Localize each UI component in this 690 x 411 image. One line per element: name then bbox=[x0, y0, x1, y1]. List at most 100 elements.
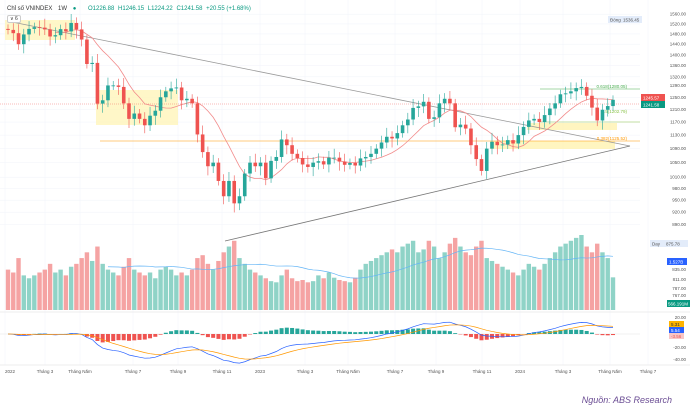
candle-body bbox=[374, 148, 379, 154]
volume-bar bbox=[16, 258, 21, 310]
volume-bar bbox=[321, 278, 326, 310]
symbol-name[interactable]: Chỉ số VNINDEX bbox=[7, 6, 53, 12]
volume-bar bbox=[200, 255, 205, 310]
volume-bar bbox=[489, 260, 495, 310]
candle-body bbox=[427, 101, 431, 119]
time-axis: 2022 Tháng 3 Tháng Năm Tháng 7 Tháng 9 Tháng … bbox=[5, 369, 657, 374]
macd-histogram-bar bbox=[358, 332, 363, 334]
time-tick-label: Tháng Năm bbox=[336, 369, 360, 374]
macd-pane bbox=[0, 321, 640, 364]
macd-histogram-bar bbox=[226, 334, 231, 340]
candle-body bbox=[316, 161, 321, 163]
indicators-toggle[interactable]: ∨ 6 bbox=[7, 15, 21, 23]
candle-body bbox=[511, 140, 515, 144]
volume-bar bbox=[384, 252, 389, 310]
volume-bar bbox=[516, 275, 521, 310]
candle-body bbox=[79, 29, 84, 40]
macd-histogram-bar bbox=[568, 329, 573, 334]
time-tick-label: 2023 bbox=[255, 369, 266, 374]
volume-bar bbox=[442, 252, 447, 310]
candle-body bbox=[16, 33, 21, 45]
macd-histogram-bar bbox=[205, 334, 210, 338]
candle-body bbox=[532, 118, 536, 121]
price-tick-label: 950.00 bbox=[672, 198, 686, 203]
price-tick-label: 1560.00 bbox=[670, 12, 687, 17]
time-tick-label: 2024 bbox=[515, 369, 526, 374]
macd-histogram-bar bbox=[121, 334, 126, 341]
candle-body bbox=[285, 139, 289, 146]
macd-histogram-bar bbox=[500, 334, 505, 338]
macd-histogram-bar bbox=[232, 334, 237, 340]
macd-histogram-bar bbox=[347, 331, 352, 334]
ohlc-open: O1226.88 bbox=[88, 6, 115, 12]
price-tick-label: 1050.00 bbox=[670, 160, 687, 165]
candle-body bbox=[200, 134, 205, 153]
macd-histogram-bar bbox=[321, 331, 326, 334]
macd-histogram-bar bbox=[190, 330, 195, 334]
volume-bar bbox=[195, 258, 200, 310]
volume-bar bbox=[5, 269, 11, 310]
candle-body bbox=[542, 115, 547, 123]
candle-body bbox=[121, 86, 126, 104]
volume-bar bbox=[331, 277, 337, 310]
volume-ma-line bbox=[107, 247, 614, 279]
vol-tag-value: 875.78 bbox=[666, 242, 680, 247]
macd-histogram-bar bbox=[600, 334, 605, 336]
volume-bar bbox=[595, 243, 600, 310]
volume-bar bbox=[111, 272, 116, 310]
candle-body bbox=[332, 157, 336, 159]
candle-body bbox=[142, 118, 147, 126]
price-chart[interactable]: 0.618(1280.05) 0.5(1202.79) 0.382(1125.5… bbox=[0, 0, 690, 390]
volume-bar bbox=[305, 282, 311, 310]
candle-body bbox=[558, 94, 563, 104]
volume-bar bbox=[431, 246, 437, 310]
close-price-tag: 1241.58 bbox=[643, 103, 660, 108]
high-tag-label: Đóng bbox=[610, 18, 621, 23]
volume-bar bbox=[584, 246, 589, 310]
macd-histogram-bar bbox=[416, 328, 421, 334]
volume-bar bbox=[395, 252, 400, 310]
candle-body bbox=[579, 86, 584, 89]
candle-body bbox=[263, 162, 268, 179]
ohlc-close: C1241.58 bbox=[176, 6, 203, 12]
volume-bar bbox=[247, 269, 253, 310]
candle-body bbox=[153, 110, 158, 116]
volume-bar bbox=[463, 252, 468, 310]
volume-bar bbox=[342, 281, 347, 310]
volume-bar bbox=[552, 252, 558, 310]
volume-bar bbox=[389, 249, 395, 310]
macd-histogram-bar bbox=[437, 330, 442, 334]
macd-histogram-bar bbox=[326, 330, 331, 334]
macd-histogram-bar bbox=[221, 334, 226, 340]
macd-histogram-bar bbox=[468, 334, 473, 338]
macd-histogram-bar bbox=[274, 329, 279, 334]
volume-bar bbox=[405, 243, 411, 310]
candle-body bbox=[348, 163, 352, 165]
volume-bar bbox=[337, 280, 342, 310]
candle-body bbox=[148, 115, 152, 126]
candle-body bbox=[232, 180, 237, 204]
volume-bar bbox=[63, 275, 69, 310]
volume-bar bbox=[500, 266, 505, 310]
volume-bar bbox=[274, 282, 279, 310]
volume-bar bbox=[42, 269, 48, 310]
candles bbox=[6, 14, 615, 213]
trendline-upper[interactable] bbox=[11, 21, 631, 147]
macd-hist-tag: -3.56 bbox=[671, 334, 682, 339]
interval[interactable]: 1W bbox=[58, 6, 68, 12]
volume-bar bbox=[210, 269, 216, 310]
candle-body bbox=[90, 62, 94, 64]
volume-bar bbox=[116, 275, 121, 310]
candle-body bbox=[32, 27, 37, 29]
macd-histogram-bar bbox=[179, 330, 184, 334]
candle-body bbox=[437, 103, 442, 118]
volume-tick-label: 835.00 bbox=[672, 267, 686, 272]
trendline-lower[interactable] bbox=[224, 145, 631, 242]
volume-bar bbox=[316, 275, 321, 310]
candle-body bbox=[227, 180, 231, 197]
candle-body bbox=[195, 103, 200, 135]
volume-bar bbox=[47, 263, 53, 310]
macd-histogram-bar bbox=[484, 334, 489, 340]
macd-histogram-bar bbox=[400, 329, 405, 334]
volume-tick-label: 767.00 bbox=[672, 293, 686, 298]
